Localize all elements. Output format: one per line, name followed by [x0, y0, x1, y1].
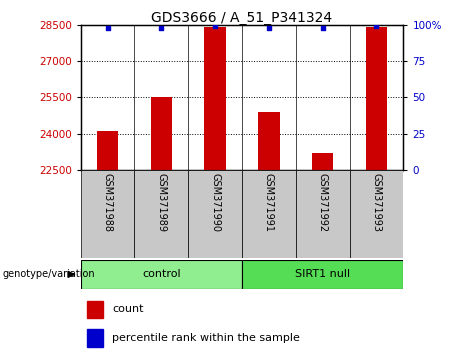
Text: control: control [142, 269, 181, 279]
Text: GDS3666 / A_51_P341324: GDS3666 / A_51_P341324 [152, 11, 332, 25]
Bar [97, 131, 118, 170]
Bar [242, 170, 296, 258]
Bar [296, 170, 349, 258]
Text: SIRT1 null: SIRT1 null [295, 269, 350, 279]
Text: GSM371991: GSM371991 [264, 172, 274, 232]
Point [104, 25, 111, 30]
Bar [242, 260, 403, 289]
Bar [81, 260, 242, 289]
Bar [87, 329, 103, 347]
Point [319, 25, 326, 30]
Text: GSM371988: GSM371988 [102, 172, 112, 232]
Text: percentile rank within the sample: percentile rank within the sample [112, 333, 300, 343]
Bar [366, 27, 387, 170]
Text: GSM371993: GSM371993 [372, 172, 382, 232]
Point [265, 25, 272, 30]
Text: GSM371990: GSM371990 [210, 172, 220, 232]
Bar [204, 27, 226, 170]
Bar [312, 153, 333, 170]
Bar [81, 170, 135, 258]
Bar [135, 170, 188, 258]
Text: count: count [112, 304, 144, 314]
Point [158, 25, 165, 30]
Bar [87, 301, 103, 318]
Bar [188, 170, 242, 258]
Bar [349, 170, 403, 258]
Point [212, 23, 219, 29]
Text: genotype/variation: genotype/variation [2, 269, 95, 279]
Point [373, 23, 380, 29]
Bar [151, 97, 172, 170]
Bar [258, 112, 280, 170]
Text: GSM371989: GSM371989 [156, 172, 166, 232]
Text: GSM371992: GSM371992 [318, 172, 328, 232]
